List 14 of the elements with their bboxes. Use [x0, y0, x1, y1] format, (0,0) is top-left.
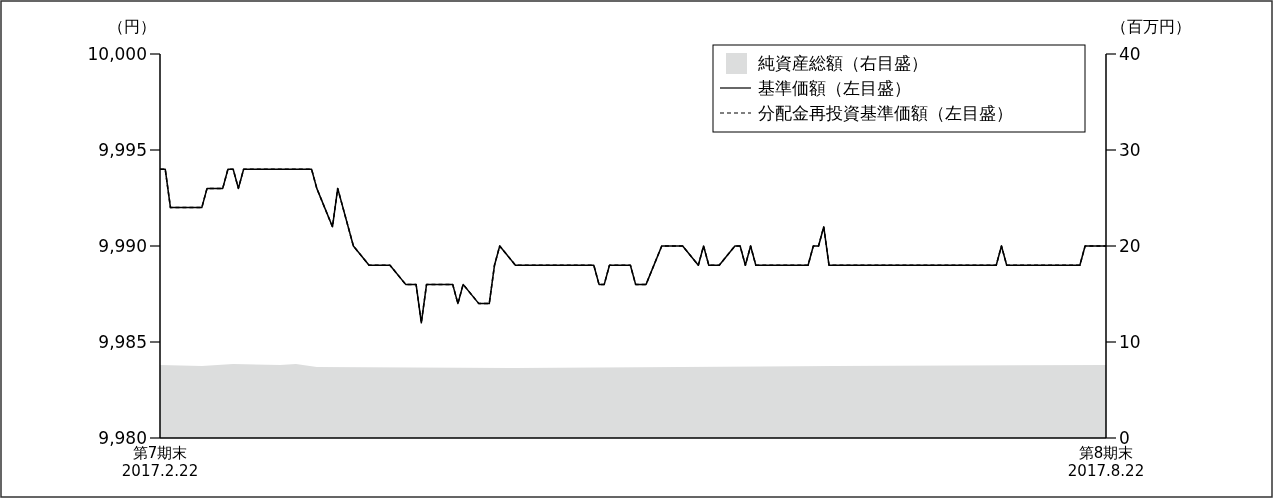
y-axis-title: （円） [108, 17, 156, 36]
x-tick-label: 第7期末 2017.2.22 [121, 444, 199, 480]
y2-tick-label: 40 [1119, 44, 1141, 64]
y-tick-label: 10,000 [87, 44, 147, 64]
y2-tick-label: 30 [1119, 140, 1141, 160]
legend-label: 純資産総額（右目盛） [758, 53, 928, 73]
y2-tick-label: 20 [1119, 236, 1141, 256]
y-tick-label: 9,995 [98, 140, 147, 160]
y2-tick-label: 10 [1119, 332, 1141, 352]
legend-label: 分配金再投資基準価額（左目盛） [758, 103, 1013, 123]
y2-axis-title: （百万円） [1111, 17, 1191, 36]
y-tick-label: 9,990 [98, 236, 147, 256]
y-tick-label: 9,985 [98, 332, 147, 352]
legend-label: 基準価額（左目盛） [758, 78, 911, 98]
